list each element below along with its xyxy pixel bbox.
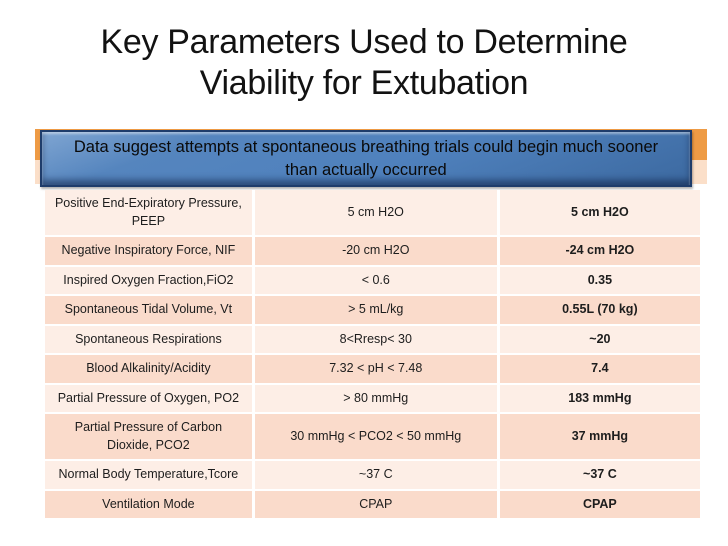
measured-value-cell: 37 mmHg	[496, 413, 700, 461]
parameters-table-body: Positive End-Expiratory Pressure, PEEP 5 …	[45, 190, 700, 520]
table-row: Blood Alkalinity/Acidity 7.32 < pH < 7.48…	[45, 354, 700, 385]
target-value-cell: CPAP	[251, 489, 499, 520]
measured-value-cell: -24 cm H2O	[496, 236, 700, 267]
banner-box: Data suggest attempts at spontaneous bre…	[40, 130, 692, 187]
target-value-cell: 5 cm H2O	[251, 190, 499, 237]
measured-value-cell: 5 cm H2O	[496, 190, 700, 237]
slide-title: Key Parameters Used to Determine Viabili…	[100, 23, 628, 103]
table-row: Normal Body Temperature,Tcore ~37 C ~37 C	[45, 460, 700, 491]
parameter-name-cell: Inspired Oxygen Fraction,FiO2	[45, 265, 254, 296]
measured-value-cell: ~20	[496, 324, 700, 355]
parameter-name-cell: Spontaneous Respirations	[45, 324, 254, 355]
measured-value-cell: 0.55L (70 kg)	[496, 295, 700, 326]
parameter-name-cell: Ventilation Mode	[45, 489, 254, 520]
measured-value-cell: 7.4	[496, 354, 700, 385]
measured-value-cell: 183 mmHg	[496, 383, 700, 414]
table-row: Ventilation Mode CPAP CPAP	[45, 489, 700, 520]
table-row: Partial Pressure of Carbon Dioxide, PCO2…	[45, 413, 700, 461]
parameter-name-cell: Negative Inspiratory Force, NIF	[45, 236, 254, 267]
target-value-cell: > 5 mL/kg	[251, 295, 499, 326]
target-value-cell: > 80 mmHg	[251, 383, 499, 414]
table-row: Negative Inspiratory Force, NIF -20 cm H2…	[45, 236, 700, 267]
measured-value-cell: ~37 C	[496, 460, 700, 491]
parameter-name-cell: Positive End-Expiratory Pressure, PEEP	[45, 190, 254, 237]
table-row: Spontaneous Tidal Volume, Vt > 5 mL/kg 0.5…	[45, 295, 700, 326]
measured-value-cell: 0.35	[496, 265, 700, 296]
table-row: Positive End-Expiratory Pressure, PEEP 5 …	[45, 190, 700, 237]
target-value-cell: -20 cm H2O	[251, 236, 499, 267]
table-row: Spontaneous Respirations 8<Rresp< 30 ~20	[45, 324, 700, 355]
target-value-cell: ~37 C	[251, 460, 499, 491]
target-value-cell: < 0.6	[251, 265, 499, 296]
measured-value-cell: CPAP	[496, 489, 700, 520]
parameter-name-cell: Spontaneous Tidal Volume, Vt	[45, 295, 254, 326]
parameter-name-cell: Partial Pressure of Carbon Dioxide, PCO2	[45, 413, 254, 461]
table-row: Inspired Oxygen Fraction,FiO2 < 0.6 0.35	[45, 265, 700, 296]
parameter-name-cell: Normal Body Temperature,Tcore	[45, 460, 254, 491]
parameter-name-cell: Blood Alkalinity/Acidity	[45, 354, 254, 385]
target-value-cell: 7.32 < pH < 7.48	[251, 354, 499, 385]
banner: Data suggest attempts at spontaneous bre…	[35, 129, 707, 187]
banner-text: Data suggest attempts at spontaneous bre…	[73, 138, 659, 179]
target-value-cell: 30 mmHg < PCO2 < 50 mmHg	[251, 413, 499, 461]
parameter-name-cell: Partial Pressure of Oxygen, PO2	[45, 383, 254, 414]
table-row: Partial Pressure of Oxygen, PO2 > 80 mmHg…	[45, 383, 700, 414]
target-value-cell: 8<Rresp< 30	[251, 324, 499, 355]
parameters-table: Positive End-Expiratory Pressure, PEEP 5 …	[45, 190, 700, 520]
